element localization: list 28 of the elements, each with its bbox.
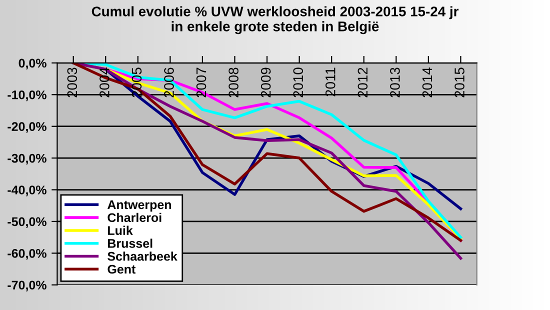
y-tick-label: 0,0% xyxy=(18,58,46,70)
legend-label: Gent xyxy=(108,264,136,274)
x-tick-label: 2015 xyxy=(454,68,464,98)
x-tick-label: 2009 xyxy=(260,68,271,98)
legend-label: Antwerpen xyxy=(108,200,172,212)
y-tick-label: -20,0% xyxy=(8,122,46,133)
x-tick-label: 2010 xyxy=(293,68,304,98)
x-tick-label: 2006 xyxy=(164,68,174,98)
legend-label: Schaarbeek xyxy=(108,252,178,261)
x-tick-label: 2007 xyxy=(196,68,206,98)
y-tick-label: -70,0% xyxy=(8,280,46,292)
x-tick-label: 2003 xyxy=(67,68,78,98)
x-tick-label: 2004 xyxy=(100,68,110,98)
x-tick-label: 2005 xyxy=(132,68,142,98)
legend-label: Brussel xyxy=(108,238,152,248)
x-tick-label: 2008 xyxy=(228,68,238,98)
y-tick-label: -40,0% xyxy=(8,186,46,196)
legend-label: Luik xyxy=(108,226,133,235)
x-tick-label: 2014 xyxy=(422,68,432,98)
y-tick-label: -60,0% xyxy=(8,248,46,260)
chart-title: Cumul evolutie % UVW werkloosheid 2003-2015 15-24 jr in enkele grote steden in België xyxy=(92,6,459,34)
legend-label: Charleroi xyxy=(108,212,162,222)
y-tick-label: -30,0% xyxy=(8,154,46,165)
x-tick-label: 2013 xyxy=(390,68,400,98)
y-tick-label: -50,0% xyxy=(8,217,46,228)
x-tick-label: 2011 xyxy=(325,68,336,96)
x-tick-label: 2012 xyxy=(358,68,368,98)
y-tick-label: -10,0% xyxy=(8,90,46,102)
